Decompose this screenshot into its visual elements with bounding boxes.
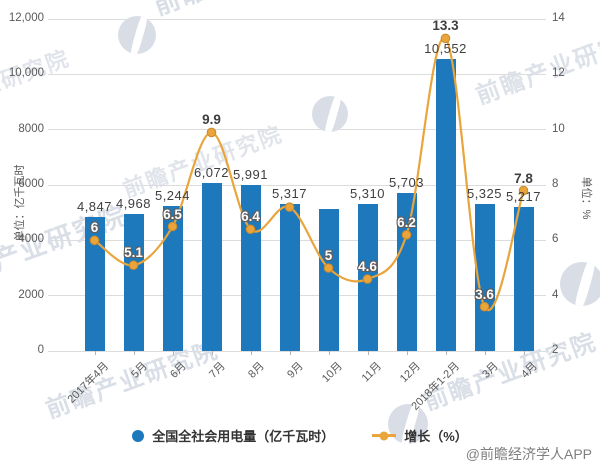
bar bbox=[84, 216, 105, 351]
x-axis-tick bbox=[289, 351, 291, 355]
x-axis-tick bbox=[172, 351, 174, 355]
bar bbox=[435, 59, 456, 351]
gridline bbox=[48, 350, 546, 352]
bar bbox=[279, 203, 300, 351]
bar bbox=[201, 183, 222, 351]
bar-value-label: 5,244 bbox=[154, 187, 191, 203]
gridline bbox=[48, 129, 546, 131]
bar bbox=[162, 205, 183, 351]
bar-value-label: 6,072 bbox=[193, 165, 230, 180]
x-axis-tick bbox=[445, 351, 447, 355]
line-marker bbox=[323, 263, 334, 273]
line-marker bbox=[89, 235, 100, 246]
x-axis-tick bbox=[133, 351, 135, 355]
y-axis-tick-label-left: 10,000 bbox=[8, 67, 44, 80]
y-axis-tick-label-right: 14 bbox=[552, 12, 565, 24]
line-value-label: 5 bbox=[324, 248, 333, 263]
line-marker bbox=[167, 221, 178, 232]
y-axis-tick-label-left: 2000 bbox=[18, 288, 44, 301]
line-marker bbox=[245, 224, 256, 235]
bar-value-label: 5,703 bbox=[388, 175, 425, 191]
legend-label-growth: 增长（%） bbox=[404, 429, 468, 444]
y-axis-tick-label-left: 4000 bbox=[18, 233, 44, 246]
x-axis-tick bbox=[484, 351, 486, 355]
line-marker bbox=[401, 230, 412, 240]
y-axis-tick-label-right: 2 bbox=[552, 344, 559, 356]
legend-item-growth: 增长（%） bbox=[372, 426, 468, 445]
bar-value-label: 5,317 bbox=[271, 185, 308, 201]
x-axis-tick bbox=[211, 351, 213, 355]
bar-value-label: 4,847 bbox=[76, 198, 113, 214]
legend: 全国全社会用电量（亿千瓦时） 增长（%） bbox=[0, 426, 600, 445]
line-value-label: 6 bbox=[90, 220, 99, 236]
legend-item-consumption: 全国全社会用电量（亿千瓦时） bbox=[132, 426, 334, 445]
line-value-label: 13.3 bbox=[432, 18, 459, 34]
line-value-label: 7.8 bbox=[514, 170, 533, 186]
bar bbox=[318, 209, 339, 351]
y-axis-tick-label-right: 10 bbox=[552, 122, 565, 135]
growth-line bbox=[93, 37, 525, 312]
legend-line-dot bbox=[379, 431, 389, 440]
line-marker bbox=[362, 274, 373, 284]
line-marker bbox=[440, 33, 451, 44]
line-value-label: 6.2 bbox=[397, 214, 416, 230]
y-axis-tick-label-left: 8000 bbox=[18, 122, 44, 135]
x-axis-tick bbox=[523, 351, 525, 355]
bar bbox=[513, 206, 534, 351]
bar-value-label: 10,552 bbox=[424, 41, 467, 57]
bar bbox=[123, 213, 144, 351]
legend-line-swatch bbox=[372, 431, 397, 440]
gridline bbox=[48, 18, 546, 20]
bar bbox=[396, 193, 417, 351]
legend-bar-swatch bbox=[132, 429, 145, 442]
line-marker bbox=[206, 127, 217, 138]
brand-logo-watermark bbox=[560, 262, 600, 306]
y-axis-tick-label-right: 8 bbox=[552, 178, 559, 190]
bar bbox=[240, 185, 261, 351]
y-axis-tick-label-left: 6000 bbox=[18, 178, 44, 190]
brand-logo-watermark bbox=[118, 16, 156, 54]
y-axis-tick-label-right: 12 bbox=[552, 67, 565, 80]
bar-value-label: 5,991 bbox=[232, 167, 269, 183]
y-axis-tick-label-left: 12,000 bbox=[8, 12, 44, 24]
x-axis-tick bbox=[328, 351, 330, 355]
x-axis-tick bbox=[406, 351, 408, 355]
line-marker bbox=[479, 301, 490, 312]
gridline bbox=[48, 73, 546, 75]
line-value-label: 9.9 bbox=[202, 112, 221, 128]
bar bbox=[474, 203, 495, 351]
line-value-label: 6.4 bbox=[241, 209, 260, 225]
y-axis-tick-label-left: 0 bbox=[37, 344, 44, 356]
bar-value-label: 4,968 bbox=[115, 195, 152, 211]
y-axis-tick-label-right: 6 bbox=[552, 233, 559, 246]
brand-logo-watermark bbox=[312, 96, 348, 132]
line-value-label: 4.6 bbox=[358, 259, 377, 275]
bar-value-label: 5,310 bbox=[349, 186, 386, 202]
brand-logo-watermark bbox=[388, 404, 428, 444]
line-marker bbox=[518, 185, 529, 196]
gridline bbox=[48, 184, 546, 186]
attribution: @前瞻经济学人APP bbox=[465, 446, 592, 462]
bar-value-label: 5,217 bbox=[505, 188, 542, 204]
x-axis-tick bbox=[250, 351, 252, 355]
x-axis-tick bbox=[94, 351, 96, 355]
line-marker bbox=[284, 202, 295, 212]
bar-value-label: 5,325 bbox=[466, 185, 503, 201]
line-value-label: 3.6 bbox=[475, 286, 494, 302]
y-axis-tick-label-right: 4 bbox=[552, 288, 559, 301]
x-axis-tick bbox=[367, 351, 369, 355]
line-value-label: 5.1 bbox=[124, 245, 143, 261]
line-value-label: 6.5 bbox=[163, 206, 182, 222]
legend-label-consumption: 全国全社会用电量（亿千瓦时） bbox=[152, 429, 335, 444]
line-marker bbox=[128, 260, 139, 271]
